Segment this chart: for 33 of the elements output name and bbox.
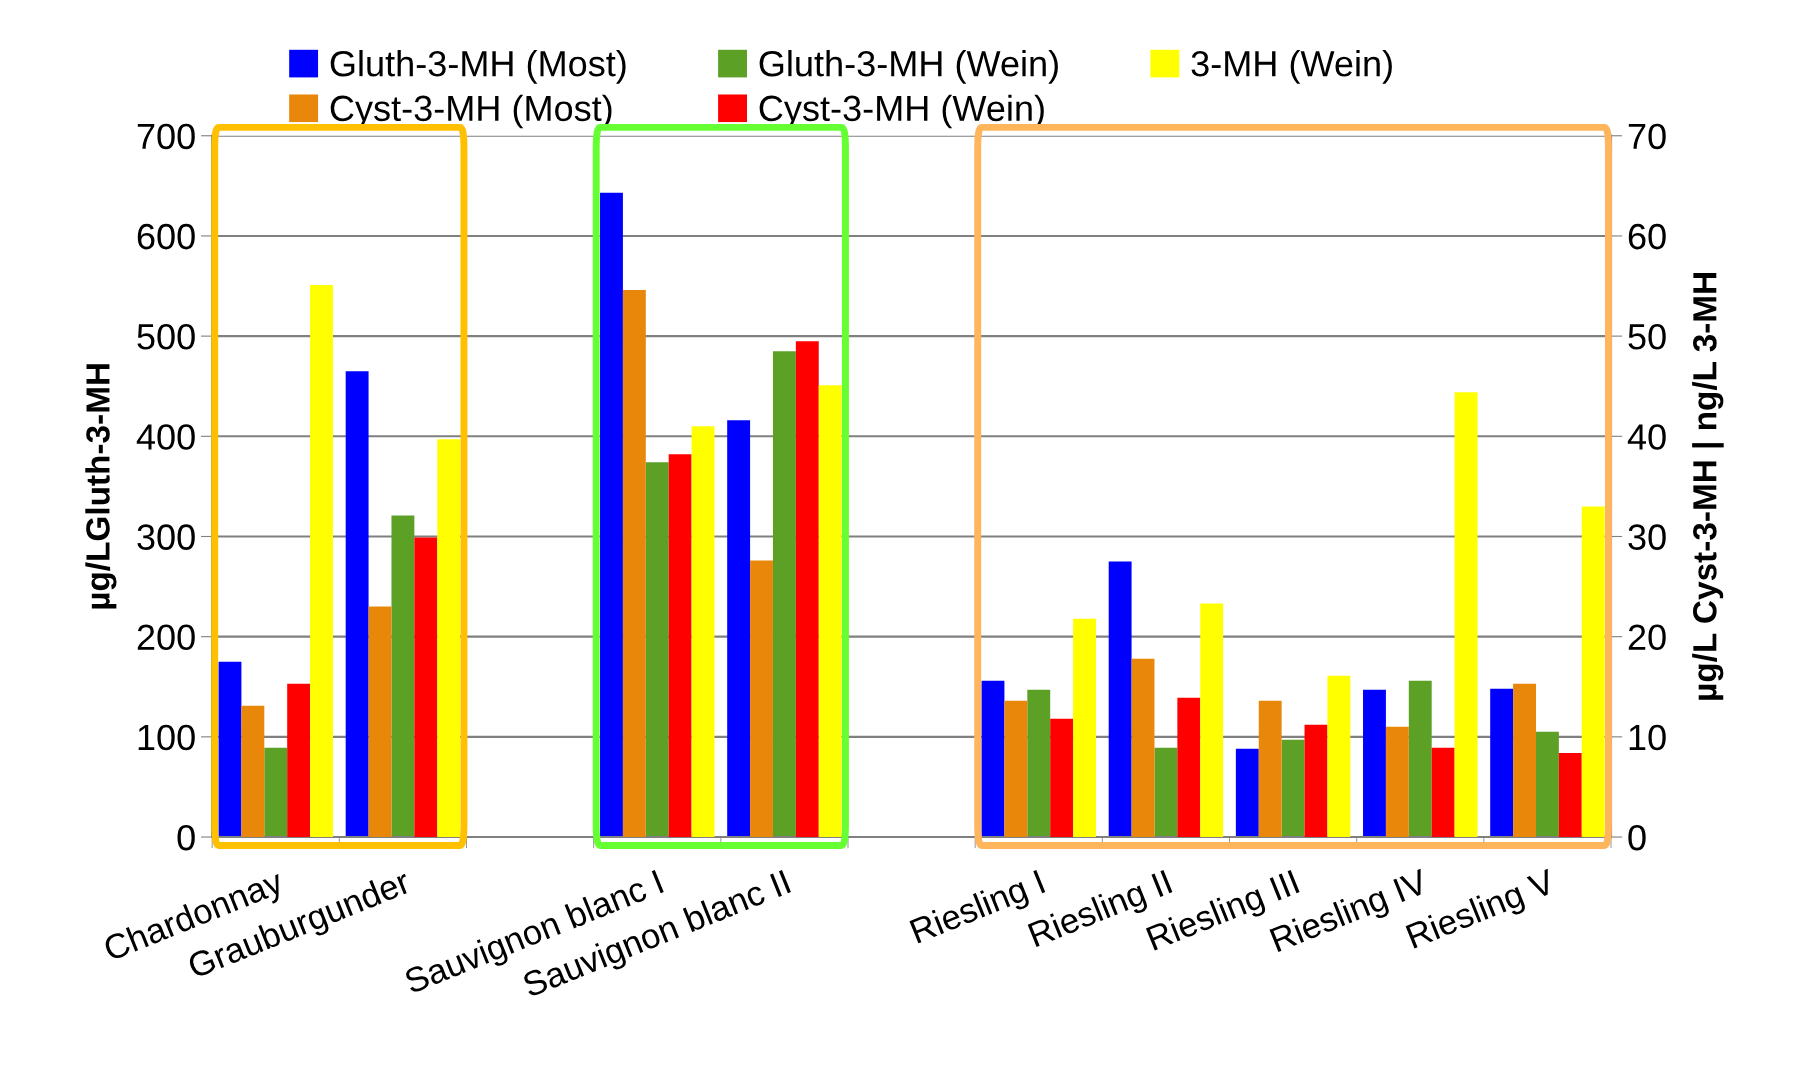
y-tick-label: 500 — [137, 323, 195, 350]
y-tick-label: 600 — [137, 223, 195, 250]
legend-label: Gluth-3-MH (Most) — [330, 49, 626, 84]
y2-tick-label: 50 — [1628, 323, 1666, 350]
bar — [1073, 618, 1096, 838]
bar — [1581, 506, 1605, 838]
legend-label: Cyst-3-MH (Wein) — [759, 94, 1044, 129]
bar — [1327, 675, 1351, 838]
bar — [1200, 603, 1224, 838]
y-tick-label: 300 — [137, 524, 195, 550]
legend-label: Cyst-3-MH (Most) — [330, 94, 612, 129]
bar — [691, 426, 715, 838]
bar — [437, 439, 461, 838]
y-tick-label: 700 — [137, 123, 195, 150]
y-tick-label: 0 — [177, 824, 195, 851]
y2-axis-title: µg/L Cyst-3-MH | ng/L 3-MH — [1692, 273, 1724, 700]
y2-tick-label: 70 — [1628, 123, 1666, 150]
y2-tick-label: 30 — [1628, 524, 1666, 550]
y2-tick-label: 0 — [1628, 824, 1646, 851]
y-tick-label: 100 — [138, 724, 195, 751]
y2-tick-label: 40 — [1627, 424, 1666, 450]
legend-label: 3-MH (Wein) — [1191, 49, 1392, 84]
bar — [345, 371, 369, 838]
y2-tick-label: 10 — [1629, 724, 1666, 751]
bar — [818, 385, 842, 838]
bar — [1454, 392, 1478, 838]
y2-tick-label: 20 — [1628, 624, 1666, 651]
legend-label: Gluth-3-MH (Wein) — [759, 49, 1058, 84]
y-axis-title: µg/LGluth-3-MH — [85, 364, 117, 609]
y-tick-label: 400 — [136, 424, 195, 450]
y-tick-label: 200 — [137, 624, 195, 651]
y2-tick-label: 60 — [1628, 223, 1666, 250]
bar — [310, 285, 333, 838]
